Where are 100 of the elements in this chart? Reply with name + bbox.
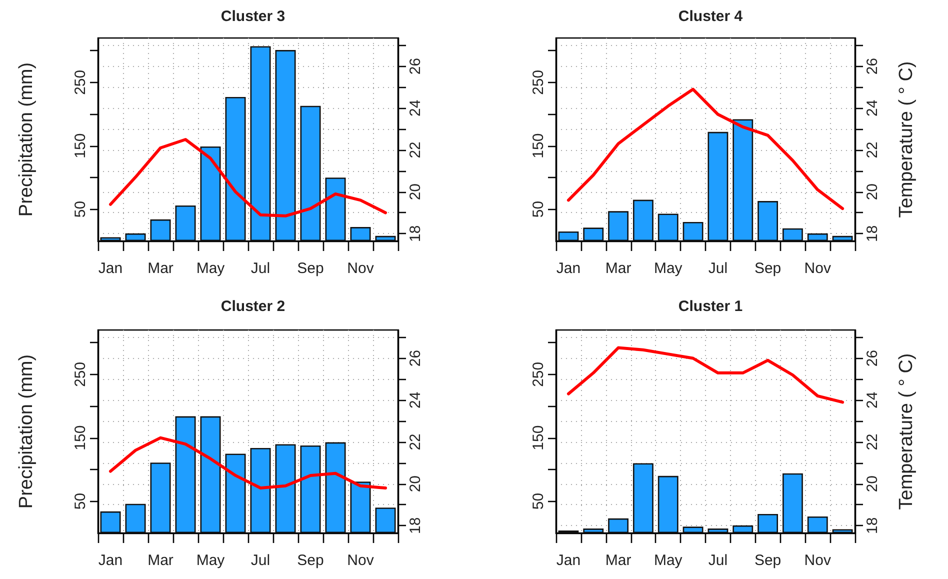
- bar: [275, 50, 296, 241]
- bar: [658, 214, 678, 241]
- bar: [608, 518, 629, 533]
- x-tick-label: May: [654, 552, 683, 569]
- bar: [732, 525, 754, 533]
- chart-title: Cluster 4: [678, 8, 744, 25]
- bar: [225, 454, 246, 533]
- x-tick-label: Jan: [98, 552, 123, 569]
- x-tick-label: Sep: [754, 552, 782, 569]
- y-tick-label: 250: [72, 70, 89, 95]
- x-tick-label: Mar: [605, 260, 632, 277]
- y2-tick-label: 18: [864, 225, 881, 242]
- bar: [782, 473, 803, 533]
- line-series: [566, 346, 844, 404]
- bar: [100, 511, 121, 533]
- bar: [732, 119, 754, 241]
- x-tick-label: May: [196, 260, 226, 277]
- y2-tick-label: 26: [864, 350, 881, 367]
- y2-tick-label: 22: [864, 142, 881, 158]
- y2-tick-label: 20: [407, 475, 424, 492]
- line-series: [566, 88, 844, 210]
- bar: [250, 46, 271, 241]
- y2-tick-label: 18: [864, 517, 881, 534]
- bar: [708, 132, 728, 241]
- x-tick-label: Sep: [297, 552, 324, 569]
- y2-tick-label: 18: [407, 517, 424, 534]
- bar: [125, 504, 146, 533]
- bar: [225, 96, 246, 241]
- y-tick-label: 150: [530, 133, 547, 158]
- bar: [375, 508, 396, 533]
- bar: [608, 211, 629, 241]
- x-tick-label: Jul: [250, 260, 270, 277]
- bar: [275, 444, 296, 533]
- bar: [175, 205, 196, 241]
- y-tick-label: 150: [72, 133, 89, 158]
- bar: [832, 529, 853, 533]
- bar: [807, 233, 828, 241]
- x-tick-label: Jul: [708, 260, 728, 277]
- y-tick-label: 50: [72, 200, 89, 218]
- bar: [682, 526, 704, 533]
- x-tick-label: Jan: [556, 260, 581, 277]
- x-tick-label: Jan: [556, 552, 581, 569]
- y2-tick-label: 24: [864, 392, 881, 408]
- y2-tick-label: 22: [864, 434, 881, 450]
- x-tick-label: Mar: [148, 552, 174, 569]
- y2-tick-label: 22: [407, 434, 424, 450]
- bar: [175, 416, 196, 533]
- y-axis-title: Precipitation (mm): [16, 62, 37, 217]
- y2-tick-label: 18: [407, 225, 424, 242]
- bar: [200, 146, 221, 241]
- y2-tick-label: 22: [407, 142, 424, 158]
- x-tick-label: Nov: [347, 260, 374, 277]
- x-tick-label: Nov: [804, 552, 832, 569]
- bar: [350, 227, 371, 241]
- bar: [300, 106, 321, 241]
- y2-axis-title: Temperature ( ° C): [896, 61, 917, 218]
- y-axis-title: Precipitation (mm): [16, 354, 37, 509]
- line-series: [109, 436, 387, 490]
- bar: [708, 528, 728, 533]
- x-tick-label: Mar: [605, 552, 632, 569]
- x-tick-label: Nov: [804, 260, 832, 277]
- bar: [632, 200, 654, 241]
- y2-tick-label: 20: [864, 475, 881, 492]
- y2-tick-label: 26: [407, 58, 424, 75]
- x-tick-label: Jan: [98, 260, 123, 277]
- x-tick-label: Nov: [347, 552, 374, 569]
- y-tick-label: 150: [530, 425, 547, 450]
- x-tick-label: May: [654, 260, 683, 277]
- chart-title: Cluster 1: [678, 298, 743, 315]
- bar: [325, 442, 346, 533]
- bar: [350, 482, 371, 533]
- y-tick-label: 250: [530, 362, 547, 387]
- bar: [758, 514, 778, 533]
- x-tick-label: Jul: [250, 552, 270, 569]
- y2-tick-label: 26: [864, 58, 881, 75]
- bar: [832, 236, 853, 241]
- bar: [300, 445, 321, 533]
- bar: [125, 233, 146, 241]
- bar: [558, 231, 579, 241]
- bar: [150, 219, 171, 241]
- y2-tick-label: 24: [407, 100, 424, 116]
- bar: [807, 516, 828, 533]
- x-tick-label: Sep: [754, 260, 782, 277]
- y-tick-label: 250: [72, 362, 89, 387]
- y2-tick-label: 20: [864, 183, 881, 200]
- y2-tick-label: 20: [407, 183, 424, 200]
- y2-axis-title: Temperature ( ° C): [896, 353, 917, 510]
- x-tick-label: May: [196, 552, 226, 569]
- bar: [583, 528, 604, 533]
- x-tick-label: Mar: [148, 260, 174, 277]
- y2-tick-label: 24: [407, 392, 424, 408]
- y2-tick-label: 24: [864, 100, 881, 116]
- y-tick-label: 50: [72, 492, 89, 510]
- bar: [375, 236, 396, 241]
- bar: [250, 448, 271, 533]
- y-tick-label: 50: [530, 492, 547, 510]
- bar: [200, 416, 221, 533]
- chart-title: Cluster 2: [220, 298, 286, 315]
- chart-title: Cluster 3: [220, 8, 286, 25]
- bar: [583, 228, 604, 241]
